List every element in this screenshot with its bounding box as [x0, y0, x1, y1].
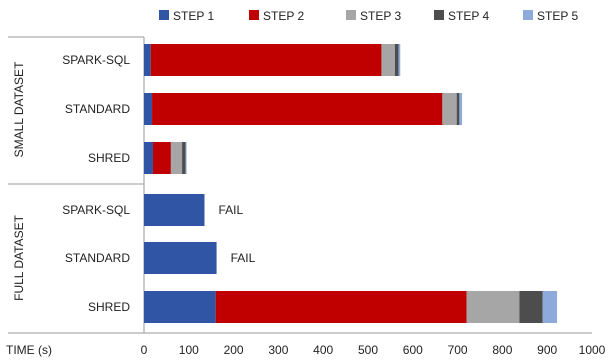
- bar-segment-1-2-step-2: [152, 93, 443, 125]
- bar-segment-1-3-step-2: [152, 142, 171, 174]
- x-axis-title: TIME (s): [6, 343, 52, 357]
- legend-swatch-step-1: [159, 10, 169, 20]
- x-tick-label-200: 200: [224, 343, 244, 357]
- x-tick-label-700: 700: [448, 343, 468, 357]
- bar-segment-1-3-step-4: [182, 142, 186, 174]
- bar-segment-2-3-step-4: [519, 291, 543, 323]
- x-tick-label-100: 100: [179, 343, 199, 357]
- bar-segment-1-1-step-3: [381, 44, 395, 76]
- x-tick-label-500: 500: [358, 343, 378, 357]
- x-axis: 0 100 200 300 400 500 600 700 800 900 1000 TIME (s): [6, 332, 606, 357]
- x-tick-label-1000: 1000: [579, 343, 606, 357]
- category-labels: SMALL DATASET SPARK-SQL STANDARD SHRED FULL …: [12, 53, 255, 314]
- legend-label-step-4: STEP 4: [448, 9, 489, 23]
- category-label-1-2: STANDARD: [65, 102, 130, 116]
- bar-segment-2-3-step-3: [466, 291, 520, 323]
- category-label-2-1: SPARK-SQL: [62, 203, 130, 217]
- legend-swatch-step-2: [249, 10, 259, 20]
- x-tick-label-0: 0: [141, 343, 148, 357]
- group-label-2: FULL DATASET: [12, 214, 26, 300]
- x-tick-label-900: 900: [537, 343, 557, 357]
- bar-segment-1-2-step-5: [459, 93, 463, 125]
- bar-segment-1-2-step-3: [442, 93, 457, 125]
- x-tick-label-600: 600: [403, 343, 423, 357]
- category-axis-frame: [8, 36, 145, 334]
- bar-segment-2-3-step-1: [144, 291, 216, 323]
- bar-segment-1-3-step-3: [170, 142, 183, 174]
- legend-swatch-step-5: [523, 10, 533, 20]
- category-label-2-3: SHRED: [88, 300, 130, 314]
- legend-label-step-1: STEP 1: [173, 9, 214, 23]
- bar-segment-1-1-step-4: [394, 44, 399, 76]
- category-label-1-1: SPARK-SQL: [62, 53, 130, 67]
- legend-label-step-5: STEP 5: [537, 9, 578, 23]
- fail-label-2-1: FAIL: [218, 203, 243, 217]
- bar-segment-1-1-step-1: [144, 44, 151, 76]
- bar-segment-2-2-step-1: [144, 242, 217, 274]
- bar-segment-2-3-step-2: [215, 291, 467, 323]
- bar-segment-2-1-step-1: [144, 194, 205, 226]
- legend: STEP 1 STEP 2 STEP 3 STEP 4 STEP 5: [159, 9, 578, 23]
- bar-segment-1-2-step-1: [144, 93, 153, 125]
- bar-segment-1-3-step-5: [185, 142, 187, 174]
- x-tick-label-300: 300: [268, 343, 288, 357]
- legend-label-step-2: STEP 2: [263, 9, 304, 23]
- bar-segment-1-1-step-5: [398, 44, 401, 76]
- bar-segment-1-1-step-2: [150, 44, 382, 76]
- category-label-2-2: STANDARD: [65, 251, 130, 265]
- bar-segment-2-3-step-5: [542, 291, 558, 323]
- x-tick-label-400: 400: [313, 343, 333, 357]
- bar-segment-1-2-step-4: [456, 93, 460, 125]
- legend-label-step-3: STEP 3: [360, 9, 401, 23]
- category-label-1-3: SHRED: [88, 151, 130, 165]
- bars: [144, 44, 558, 323]
- legend-swatch-step-3: [346, 10, 356, 20]
- x-tick-label-800: 800: [492, 343, 512, 357]
- fail-label-2-2: FAIL: [231, 251, 256, 265]
- bar-segment-1-3-step-1: [144, 142, 153, 174]
- legend-swatch-step-4: [434, 10, 444, 20]
- group-label-1: SMALL DATASET: [12, 61, 26, 157]
